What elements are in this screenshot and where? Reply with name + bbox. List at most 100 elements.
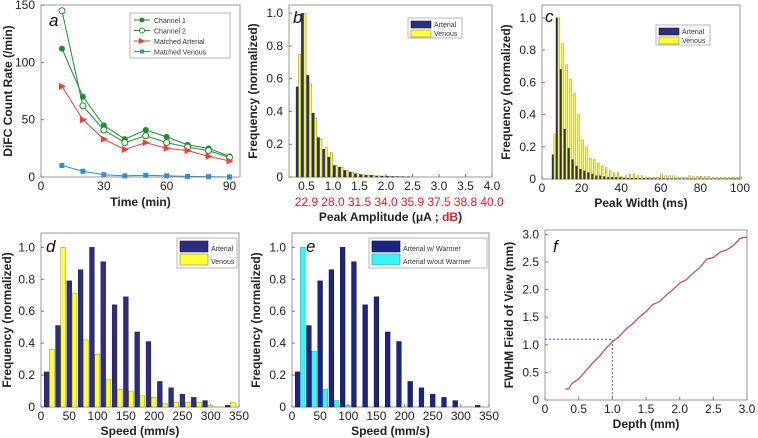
bar-arterial [364,175,368,178]
bar-arterial [179,393,186,408]
bar-venous [628,173,632,180]
bar-arterial-w-warmer [396,341,402,408]
x-tick-label: 20 [575,181,589,195]
bar-venous [196,401,202,408]
bar-arterial [77,269,84,408]
x-tick-label: 3.5 [457,179,474,193]
bar-venous [632,173,635,180]
bar-venous [335,165,339,178]
y-axis-label: Frequency (normalized) [0,252,14,387]
bar-venous [60,247,66,408]
legend-label: Arterial w/out Warmer [403,259,471,266]
y-tick-label: 3.0 [522,227,539,241]
x-tick-label: 1.0 [604,402,621,416]
x-tick-label: 60 [160,179,174,193]
x-tick-label-db: 37.5 [427,195,451,209]
y-tick-label: 0.5 [522,365,539,379]
bar-arterial [567,148,570,180]
y-tick-label: 100 [15,55,35,69]
x-tick-label: 2.5 [404,179,421,193]
bar-arterial [370,175,373,178]
y-axis-label: FWHM Field of View (mm) [502,242,516,388]
legend-swatch [371,240,401,253]
x-tick-label-db: 40.0 [480,195,504,209]
bar-venous [660,173,663,180]
bar-arterial [100,261,106,408]
y-tick-label: 0.8 [266,39,283,53]
legend-label: Matched Venous [154,50,207,57]
legend-label: Venous [682,38,706,45]
x-tick-label: 0 [38,409,45,423]
bar-arterial [551,154,554,180]
bar-venous [692,176,695,180]
panel-f: 0 0.5 1.0 1.5 2.0 2.5 3.0 0 0.5 1.0 1.5 2.0 2.5 3.0 De… [502,227,756,431]
x-tick-label-db: 22.9 [295,195,319,209]
bar-venous [652,177,655,180]
bar-arterial [642,178,646,180]
y-axis-label: DiFC Count Rate (/min) [1,25,15,156]
x-tick-label: 1.5 [351,179,368,193]
x-axis-label: Speed (mm/s) [351,424,430,438]
bar-venous [672,175,675,180]
bar-arterial [603,176,606,180]
legend-swatch [410,29,432,38]
bar-venous [553,133,556,180]
x-tick-label: 2.5 [705,402,722,416]
y-tick-label: 0 [276,170,283,184]
bar-venous [624,175,628,180]
legend-label: Arterial w/ Warmer [403,246,461,253]
bar-arterial [646,177,650,180]
y-tick-label: 0.4 [18,336,35,350]
bar-venous [561,43,564,180]
bar-arterial [559,69,562,180]
bar-venous [668,175,671,180]
bar-venous [577,114,580,180]
bar-arterial [301,12,304,178]
bar-arterial [579,169,582,180]
data-point [122,173,128,179]
bar-arterial [583,170,586,180]
bar-venous [185,401,191,408]
x-tick-label: 0 [539,181,546,195]
bar-arterial [611,177,614,180]
y-tick-label: 1.0 [266,6,283,20]
bar-arterial [89,247,95,408]
y-tick-label: 1.0 [18,240,35,254]
bar-arterial-w-warmer [328,269,335,408]
y-tick-label: 0.6 [266,72,283,86]
bar-venous [340,166,344,178]
y-axis-label: Frequency (normalized) [499,24,513,159]
panel-letter: a [49,11,58,30]
bar-arterial [571,159,574,180]
x-tick-label: 100 [338,409,358,423]
legend-swatch [658,36,680,45]
y-tick-label: 0.2 [18,368,35,382]
bar-arterial-w-warmer [385,331,391,408]
x-tick-label-db: 28.0 [321,195,345,209]
bar-arterial [202,400,208,408]
bar-venous [605,167,608,180]
legend-label: Arterial [211,246,234,253]
bar-venous [664,175,667,180]
bar-venous [230,401,236,408]
bar-arterial [375,175,379,178]
data-point [80,168,86,174]
x-axis-label-db: dB [442,210,458,224]
x-tick-label: 0.5 [298,179,315,193]
bar-arterial [587,172,590,180]
panel-c: 0 20 40 60 80 100 0 0.2 0.4 0.6 0.8 1.0 Peak Width (… [499,4,750,210]
bar-arterial-w-warmer [295,371,301,408]
bar-venous [648,177,651,180]
y-tick-label: 0.2 [266,137,283,151]
x-tick-label: 300 [201,409,221,423]
x-tick-label: 4.0 [484,179,501,193]
y-tick-label: 1.0 [269,240,286,254]
legend [129,12,231,59]
bar-venous [723,177,727,180]
bar-venous [581,140,584,180]
y-axis-label: Frequency (normalized) [249,252,263,387]
bar-arterial-w-warmer [306,325,312,408]
x-tick-label: 30 [97,179,111,193]
bar-arterial [607,177,610,180]
bar-arterial [157,381,163,408]
